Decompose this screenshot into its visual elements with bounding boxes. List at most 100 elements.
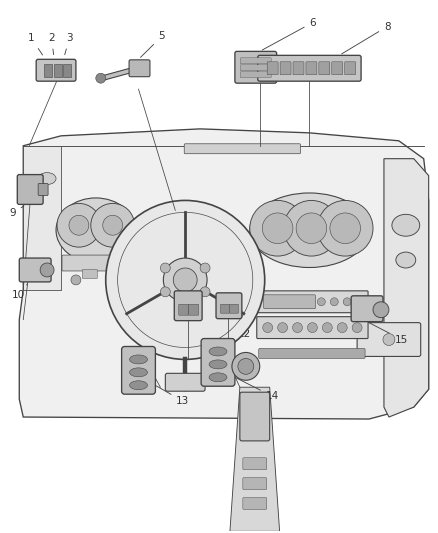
FancyBboxPatch shape <box>235 51 277 83</box>
Text: 15: 15 <box>370 323 408 344</box>
Polygon shape <box>23 146 61 290</box>
FancyBboxPatch shape <box>220 304 230 313</box>
Ellipse shape <box>130 381 148 390</box>
FancyBboxPatch shape <box>274 61 290 72</box>
Circle shape <box>91 204 134 247</box>
FancyBboxPatch shape <box>53 64 61 77</box>
FancyBboxPatch shape <box>184 144 300 154</box>
FancyBboxPatch shape <box>189 304 198 315</box>
FancyBboxPatch shape <box>306 62 317 75</box>
Ellipse shape <box>130 355 148 364</box>
FancyBboxPatch shape <box>267 62 278 75</box>
Ellipse shape <box>56 198 135 263</box>
FancyBboxPatch shape <box>240 58 271 64</box>
Circle shape <box>307 322 318 333</box>
Text: 11: 11 <box>168 322 186 338</box>
FancyBboxPatch shape <box>243 497 267 510</box>
FancyBboxPatch shape <box>129 60 150 77</box>
Ellipse shape <box>209 373 227 382</box>
Text: 3: 3 <box>65 34 73 55</box>
FancyBboxPatch shape <box>201 338 235 386</box>
Circle shape <box>160 263 170 273</box>
FancyBboxPatch shape <box>345 62 356 75</box>
Circle shape <box>106 200 265 359</box>
FancyBboxPatch shape <box>64 64 71 77</box>
Circle shape <box>238 358 254 374</box>
FancyBboxPatch shape <box>82 270 97 278</box>
Polygon shape <box>19 129 429 419</box>
FancyBboxPatch shape <box>240 392 270 441</box>
FancyBboxPatch shape <box>19 258 51 282</box>
FancyBboxPatch shape <box>122 346 155 394</box>
Ellipse shape <box>396 252 416 268</box>
FancyBboxPatch shape <box>293 62 304 75</box>
Circle shape <box>69 215 89 235</box>
Text: 2: 2 <box>48 34 55 54</box>
FancyBboxPatch shape <box>357 322 421 357</box>
Circle shape <box>103 215 123 235</box>
Circle shape <box>293 322 303 333</box>
Circle shape <box>283 200 339 256</box>
Circle shape <box>40 263 54 277</box>
Text: 1: 1 <box>28 34 42 55</box>
Circle shape <box>383 334 395 345</box>
Text: 10: 10 <box>11 284 28 300</box>
Circle shape <box>232 352 260 380</box>
FancyBboxPatch shape <box>216 293 242 319</box>
FancyBboxPatch shape <box>62 255 131 271</box>
FancyBboxPatch shape <box>332 62 343 75</box>
FancyBboxPatch shape <box>257 317 368 338</box>
FancyBboxPatch shape <box>179 304 189 315</box>
Circle shape <box>330 213 360 244</box>
FancyBboxPatch shape <box>36 59 76 81</box>
Circle shape <box>71 275 81 285</box>
Text: 6: 6 <box>262 18 316 50</box>
Circle shape <box>173 268 197 292</box>
FancyBboxPatch shape <box>243 458 267 470</box>
FancyBboxPatch shape <box>240 72 271 78</box>
FancyBboxPatch shape <box>38 183 48 196</box>
Ellipse shape <box>250 193 369 268</box>
Text: 5: 5 <box>141 31 165 58</box>
Circle shape <box>343 298 351 306</box>
Text: 13: 13 <box>156 386 190 406</box>
Circle shape <box>318 298 325 306</box>
FancyBboxPatch shape <box>243 478 267 490</box>
Circle shape <box>318 200 373 256</box>
Circle shape <box>200 287 210 297</box>
FancyBboxPatch shape <box>230 304 238 313</box>
Circle shape <box>263 322 273 333</box>
Circle shape <box>262 213 293 244</box>
Text: 14: 14 <box>235 377 279 401</box>
FancyBboxPatch shape <box>351 296 383 321</box>
Circle shape <box>353 298 361 306</box>
Circle shape <box>296 213 327 244</box>
Ellipse shape <box>130 368 148 377</box>
Circle shape <box>373 302 389 318</box>
Ellipse shape <box>38 173 56 184</box>
FancyBboxPatch shape <box>319 62 330 75</box>
Text: 12: 12 <box>230 320 251 338</box>
Circle shape <box>330 298 338 306</box>
Circle shape <box>250 200 305 256</box>
Circle shape <box>337 322 347 333</box>
Circle shape <box>160 287 170 297</box>
Circle shape <box>278 322 288 333</box>
FancyBboxPatch shape <box>165 373 205 391</box>
FancyBboxPatch shape <box>258 55 361 81</box>
FancyBboxPatch shape <box>264 295 315 309</box>
Ellipse shape <box>209 347 227 356</box>
Ellipse shape <box>209 360 227 369</box>
Text: 9: 9 <box>9 206 24 219</box>
Circle shape <box>200 263 210 273</box>
Polygon shape <box>101 67 137 80</box>
Circle shape <box>57 204 101 247</box>
FancyBboxPatch shape <box>259 349 365 358</box>
FancyBboxPatch shape <box>280 62 291 75</box>
Polygon shape <box>384 159 429 417</box>
Circle shape <box>352 322 362 333</box>
FancyBboxPatch shape <box>257 291 368 313</box>
FancyBboxPatch shape <box>44 64 52 77</box>
Polygon shape <box>230 387 279 531</box>
Circle shape <box>96 73 106 83</box>
